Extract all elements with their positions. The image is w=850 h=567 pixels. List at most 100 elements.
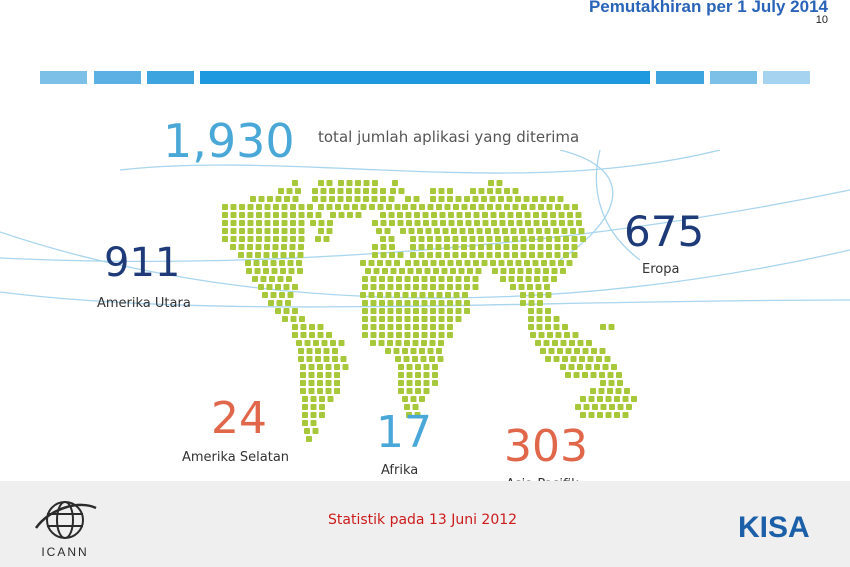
map-dot [329,188,335,194]
map-dot [567,212,573,218]
map-dot [283,308,290,314]
map-dot [292,180,298,186]
map-dot [404,332,411,338]
map-dot [230,244,236,250]
map-dot [537,252,544,258]
map-dot [387,300,394,306]
map-dot [567,220,574,226]
map-dot [579,356,585,362]
map-dot [622,412,629,418]
map-dot [264,228,271,234]
map-dot [421,300,428,306]
map-dot [308,380,315,386]
map-dot [317,380,323,386]
map-dot [385,292,392,298]
map-dot [558,260,564,266]
region-label-south-america: Amerika Selatan [182,450,290,465]
map-dot [572,204,578,210]
map-dot [410,204,417,210]
map-dot [413,324,419,330]
map-dot [387,316,394,322]
map-dot [455,284,462,290]
kisa-logo-icon: KISA [738,511,810,540]
map-dot [503,252,510,258]
map-dot [404,300,411,306]
map-dot [536,324,543,330]
map-dot [495,188,502,194]
map-dot [246,252,253,258]
map-dot [486,244,493,250]
map-dot [308,364,315,370]
map-dot [455,316,462,322]
map-dot [568,364,575,370]
map-dot [281,220,288,226]
map-dot [524,260,530,266]
map-dot [523,196,530,202]
map-dot [447,332,453,338]
map-dot [262,260,268,266]
map-dot [256,204,262,210]
map-dot [279,260,285,266]
map-dot [452,236,459,242]
map-dot [565,348,572,354]
map-dot [317,372,323,378]
map-dot [273,236,279,242]
map-dot [327,220,333,226]
map-dot [298,348,304,354]
map-dot [458,268,465,274]
map-dot [448,212,454,218]
map-dot [450,268,456,274]
map-dot [239,212,245,218]
map-dot [296,340,302,346]
map-dot [413,308,419,314]
map-dot [520,292,526,298]
map-dot [504,204,510,210]
map-dot [524,212,531,218]
map-dot [626,404,632,410]
map-dot [464,196,470,202]
map-dot [404,324,411,330]
map-dot [377,204,384,210]
map-dot [302,420,308,426]
map-dot [431,220,438,226]
map-dot [300,372,306,378]
map-dot [247,212,254,218]
map-dot [563,204,570,210]
top-bar-segment [94,71,141,84]
region-value-africa: 17 [376,407,432,458]
region-value-europe: 675 [624,207,705,256]
total-applications-value: 1,930 [163,114,295,168]
map-dot [493,228,500,234]
map-dot [298,244,304,250]
map-dot [421,324,428,330]
map-dot [313,340,319,346]
map-dot [473,212,480,218]
map-dot [602,364,609,370]
map-dot [320,188,327,194]
map-dot [430,276,436,282]
map-dot [286,276,292,282]
map-dot [368,260,375,266]
map-dot [273,228,279,234]
map-dot [421,316,428,322]
map-dot [485,228,491,234]
map-dot [394,260,400,266]
map-dot [414,212,420,218]
map-dot [264,204,271,210]
map-dot [554,252,561,258]
map-dot [281,212,288,218]
map-dot [423,220,429,226]
map-dot [438,316,445,322]
map-dot [482,212,488,218]
map-dot [512,236,518,242]
map-dot [502,228,508,234]
map-dot [597,396,603,402]
map-dot [388,236,395,242]
map-dot [507,212,514,218]
map-dot [330,340,336,346]
map-dot [369,204,375,210]
map-dot [544,284,550,290]
top-bar-segment [710,71,757,84]
map-dot [455,196,462,202]
map-dot [410,348,417,354]
